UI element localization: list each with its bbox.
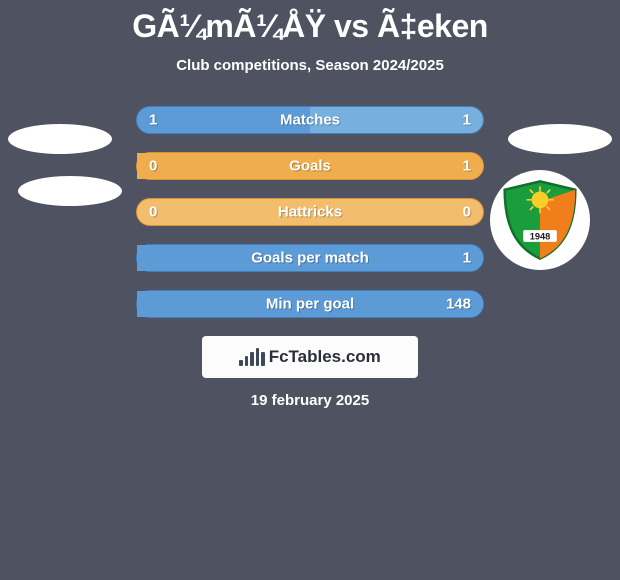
- page-subtitle: Club competitions, Season 2024/2025: [0, 57, 620, 74]
- stat-label: Matches: [280, 112, 340, 129]
- source-label: FcTables.com: [269, 347, 381, 367]
- stat-value-right: 148: [446, 296, 471, 313]
- stat-value-right: 1: [463, 158, 471, 175]
- stat-value-right: 1: [463, 112, 471, 129]
- stat-label: Hattricks: [278, 204, 342, 221]
- page-title: GÃ¼mÃ¼ÅŸ vs Ã‡eken: [0, 8, 620, 45]
- comparison-date: 19 february 2025: [0, 392, 620, 409]
- stat-row-goals-per-match: Goals per match 1: [136, 244, 484, 272]
- crest-year: 1948: [530, 231, 551, 241]
- stat-value-left: 1: [149, 112, 157, 129]
- team-right-logo-top: [508, 124, 612, 154]
- comparison-card: GÃ¼mÃ¼ÅŸ vs Ã‡eken Club competitions, Se…: [0, 0, 620, 409]
- bars-icon: [239, 348, 265, 366]
- stat-label: Goals: [289, 158, 331, 175]
- stat-value-left: 0: [149, 204, 157, 221]
- stat-row-goals: 0 Goals 1: [136, 152, 484, 180]
- stat-value-left: 0: [149, 158, 157, 175]
- stat-row-matches: 1 Matches 1: [136, 106, 484, 134]
- team-left-logo-bottom: [18, 176, 122, 206]
- stat-row-hattricks: 0 Hattricks 0: [136, 198, 484, 226]
- stat-value-right: 1: [463, 250, 471, 267]
- source-banner[interactable]: FcTables.com: [202, 336, 418, 378]
- alanyaspor-crest-icon: 1948 ALANYASPOR: [498, 178, 582, 262]
- stat-value-right: 0: [463, 204, 471, 221]
- team-right-crest: 1948 ALANYASPOR: [490, 170, 590, 270]
- stat-row-min-per-goal: Min per goal 148: [136, 290, 484, 318]
- team-left-logo-top: [8, 124, 112, 154]
- stat-label: Goals per match: [251, 250, 369, 267]
- stat-label: Min per goal: [266, 296, 354, 313]
